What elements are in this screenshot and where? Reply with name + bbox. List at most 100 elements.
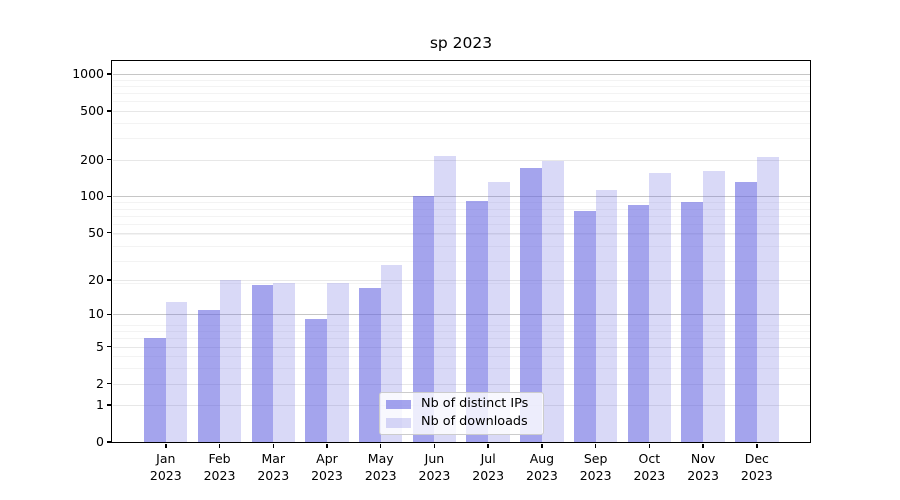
x-tick-label: Feb 2023: [188, 451, 252, 484]
minor-gridline: [112, 245, 810, 247]
y-tick-mark: [106, 158, 111, 161]
y-tick-label: 200: [80, 151, 104, 167]
minor-gridline: [112, 224, 810, 226]
bar-downloads-feb: [219, 279, 242, 442]
legend: Nb of distinct IPs Nb of downloads: [379, 392, 544, 435]
x-tick-mark: [594, 443, 597, 448]
bar-downloads-mar: [273, 282, 295, 442]
major-gridline: [112, 196, 810, 198]
x-tick-label: Jun 2023: [402, 451, 466, 484]
bar-distinct-ips-may: [359, 288, 381, 442]
x-tick-month: Aug: [529, 451, 555, 466]
x-tick-label: Sep 2023: [564, 451, 628, 484]
x-tick-month: Mar: [261, 451, 286, 466]
tick-gridline: [112, 279, 810, 281]
bar-distinct-ips-mar: [251, 285, 274, 442]
y-tick-label: 100: [80, 188, 104, 204]
minor-gridline: [112, 233, 810, 235]
x-tick-mark: [702, 443, 704, 448]
legend-item-downloads: Nb of downloads: [386, 414, 537, 433]
x-tick-month: Dec: [744, 451, 769, 466]
x-tick-year: 2023: [418, 467, 451, 483]
bar-downloads-oct: [649, 173, 672, 442]
x-tick-month: Jun: [424, 451, 445, 466]
y-tick-label: 20: [88, 271, 104, 287]
bar-downloads-dec: [756, 157, 779, 442]
x-tick-month: Oct: [638, 451, 661, 466]
bar-distinct-ips-jul: [466, 200, 489, 442]
x-tick-year: 2023: [364, 467, 397, 483]
x-tick-month: Jan: [156, 451, 176, 466]
minor-gridline: [112, 138, 810, 140]
minor-gridline: [112, 338, 810, 340]
tick-gridline: [112, 111, 810, 113]
minor-gridline: [112, 208, 810, 210]
x-tick-label: Oct 2023: [617, 451, 681, 484]
x-tick-year: 2023: [149, 467, 182, 483]
x-tick-year: 2023: [740, 467, 773, 483]
bar-downloads-jan: [165, 301, 188, 442]
x-tick-label: Mar 2023: [241, 451, 305, 484]
bar-distinct-ips-jan: [144, 338, 166, 442]
legend-swatch-downloads: [386, 418, 411, 428]
y-tick-label: 2: [96, 375, 104, 391]
y-tick-mark: [106, 345, 111, 348]
minor-gridline: [112, 260, 810, 262]
x-tick-mark: [272, 443, 274, 448]
minor-gridline: [112, 86, 810, 88]
x-tick-month: Apr: [316, 451, 338, 466]
y-tick-mark: [106, 195, 111, 198]
bar-downloads-nov: [703, 171, 725, 442]
bar-downloads-sep: [595, 190, 618, 442]
x-tick-month: Feb: [208, 451, 231, 466]
x-tick-month: Jul: [480, 451, 496, 466]
bar-distinct-ips-jun: [412, 196, 435, 442]
x-tick-year: 2023: [526, 467, 558, 483]
x-tick-label: Aug 2023: [510, 451, 574, 484]
y-tick-mark: [106, 279, 111, 281]
bar-distinct-ips-aug: [520, 168, 542, 442]
bar-distinct-ips-nov: [681, 201, 704, 442]
major-gridline: [112, 74, 810, 76]
x-tick-mark: [487, 443, 489, 448]
x-tick-mark: [379, 443, 382, 448]
chart-title: sp 2023: [429, 34, 493, 52]
legend-label-distinct-ips: Nb of distinct IPs: [421, 395, 529, 411]
bar-downloads-apr: [326, 282, 349, 442]
x-tick-label: Dec 2023: [725, 451, 789, 484]
x-tick-month: May: [367, 451, 394, 466]
y-tick-label: 50: [88, 224, 104, 240]
x-tick-year: 2023: [687, 467, 719, 483]
tick-gridline: [112, 346, 810, 348]
x-tick-mark: [326, 443, 328, 448]
bar-distinct-ips-dec: [735, 182, 757, 442]
x-tick-mark: [165, 443, 167, 448]
y-tick-mark: [106, 313, 111, 316]
minor-gridline: [112, 101, 810, 103]
x-tick-mark: [433, 443, 436, 448]
bar-distinct-ips-sep: [573, 211, 596, 442]
y-tick-mark: [106, 110, 111, 112]
x-tick-mark: [756, 443, 758, 448]
y-tick-label: 0: [96, 434, 104, 449]
x-tick-month: Nov: [690, 451, 716, 466]
y-tick-mark: [106, 404, 111, 406]
x-tick-mark: [541, 443, 543, 448]
bar-downloads-jun: [434, 155, 457, 442]
bar-distinct-ips-apr: [305, 319, 327, 442]
minor-gridline: [112, 202, 810, 204]
minor-gridline: [112, 356, 810, 358]
bar-distinct-ips-oct: [627, 204, 650, 442]
x-tick-year: 2023: [633, 467, 666, 483]
x-tick-label: Nov 2023: [671, 451, 735, 484]
tick-gridline: [112, 232, 810, 234]
x-tick-label: May 2023: [349, 451, 413, 484]
bar-downloads-jul: [488, 182, 510, 442]
y-tick-label: 1: [96, 397, 104, 413]
tick-gridline: [112, 159, 810, 161]
x-tick-label: Apr 2023: [295, 451, 359, 484]
major-gridline: [112, 314, 810, 316]
tick-gridline: [112, 383, 810, 385]
x-tick-year: 2023: [257, 467, 290, 483]
